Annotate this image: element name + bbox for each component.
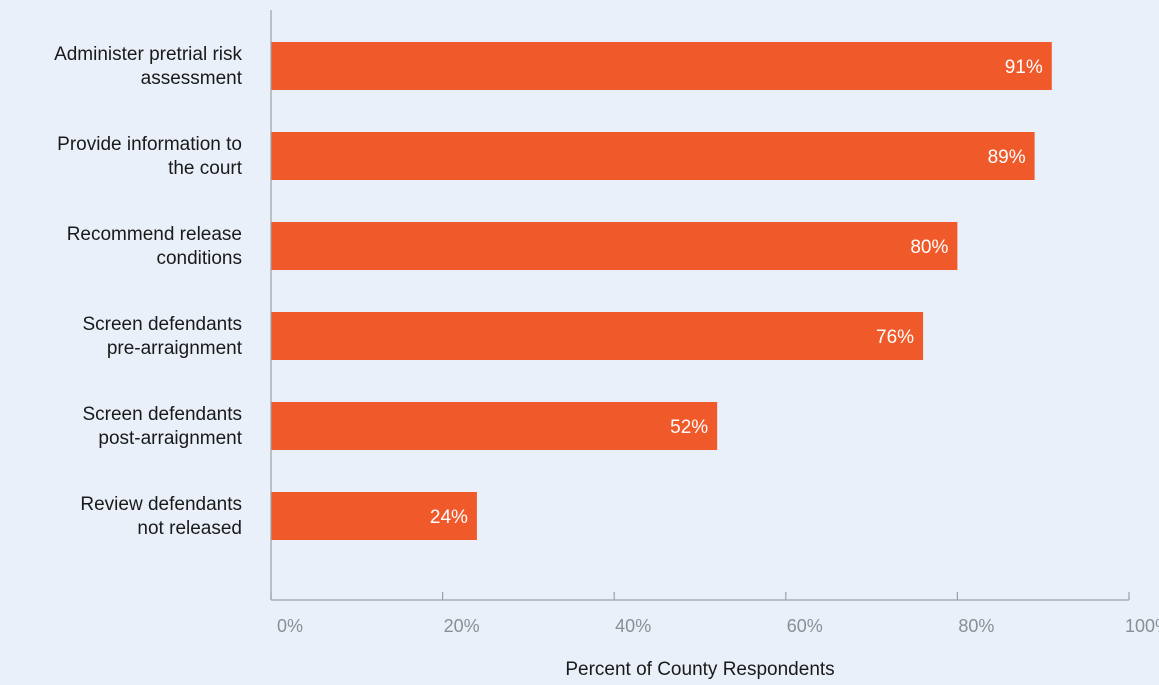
x-axis: 0% 20% 40% 60% 80% 100% <box>270 10 1159 636</box>
x-tick-label: 40% <box>615 616 651 636</box>
category-label: Review defendants <box>80 494 242 515</box>
category-label: not released <box>137 518 242 539</box>
category-label: Provide information to <box>57 134 242 155</box>
category-label: Screen defendants <box>82 404 242 425</box>
category-label: assessment <box>141 68 243 89</box>
x-axis-title: Percent of County Respondents <box>565 659 834 680</box>
bar-value-label: 24% <box>430 507 468 528</box>
category-label: Recommend release <box>67 224 242 245</box>
category-label: Administer pretrial risk <box>54 44 242 65</box>
x-tick-label: 0% <box>277 616 303 636</box>
bar-value-label: 91% <box>1005 57 1043 78</box>
bar-value-label: 76% <box>876 327 914 348</box>
category-labels: Administer pretrial risk assessment Provid… <box>54 44 243 539</box>
bar <box>271 492 477 540</box>
category-label: conditions <box>156 248 242 269</box>
bar <box>271 222 958 270</box>
bar <box>271 312 924 360</box>
bar <box>271 132 1035 180</box>
category-label: Screen defendants <box>82 314 242 335</box>
bars-layer: 91% 89% 80% 76% 52% 24% <box>271 42 1052 540</box>
bar <box>271 42 1052 90</box>
bar-value-label: 52% <box>670 417 708 438</box>
x-tick-label: 20% <box>444 616 480 636</box>
bar <box>271 402 718 450</box>
bar-value-label: 80% <box>910 237 948 258</box>
bar-value-label: 89% <box>988 147 1026 168</box>
x-tick-label: 60% <box>787 616 823 636</box>
category-label: the court <box>168 158 243 179</box>
category-label: pre-arraignment <box>107 338 243 359</box>
category-label: post-arraignment <box>98 428 242 449</box>
x-tick-label: 80% <box>958 616 994 636</box>
x-tick-label: 100% <box>1125 616 1159 636</box>
